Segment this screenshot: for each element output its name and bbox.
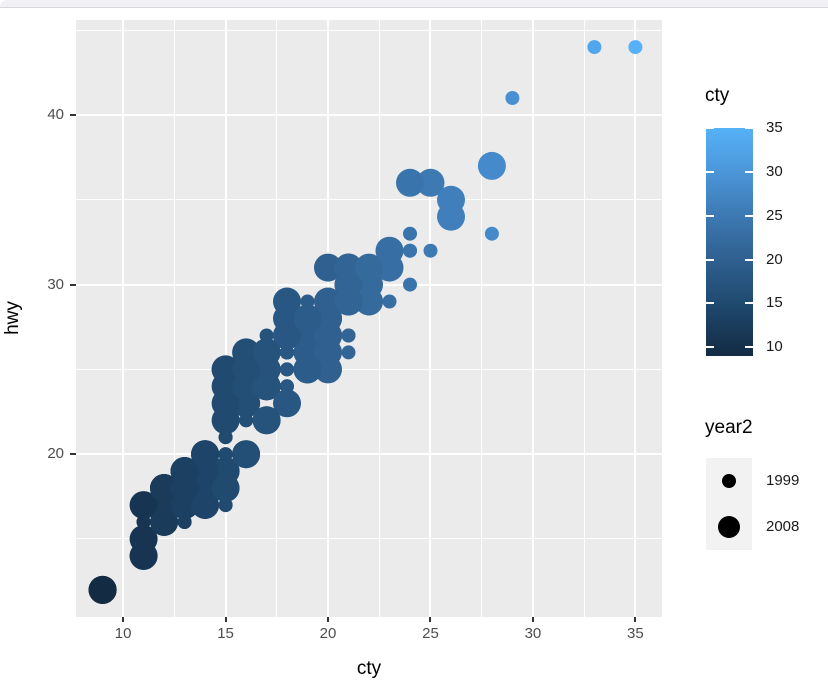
x-axis-title: cty xyxy=(356,658,382,679)
gridline-major-vertical xyxy=(122,20,125,617)
gridline-major-vertical xyxy=(634,20,637,617)
colorbar-title: cty xyxy=(705,85,730,106)
gridline-major-vertical xyxy=(327,20,330,617)
gridline-major-vertical xyxy=(429,20,432,617)
gridline-major-vertical xyxy=(531,20,534,617)
gridline-minor-vertical xyxy=(583,20,585,617)
window-top-strip xyxy=(0,0,828,8)
colorbar-tick-left xyxy=(706,127,714,129)
gridline-minor-vertical xyxy=(378,20,380,617)
colorbar-tick-left xyxy=(706,214,714,217)
size-legend-title: year2 xyxy=(705,417,753,438)
gridline-major-horizontal xyxy=(76,453,662,456)
x-axis-tick xyxy=(224,617,227,622)
colorbar-tick-label: 35 xyxy=(766,119,783,136)
x-axis-tick xyxy=(327,617,330,622)
gridline-major-horizontal xyxy=(76,283,662,286)
size-legend-label-1999: 1999 xyxy=(766,472,800,489)
x-axis-tick-label: 15 xyxy=(217,625,234,642)
colorbar-tick-right xyxy=(745,258,753,261)
y-axis-tick xyxy=(70,113,76,116)
gridline-major-vertical xyxy=(224,20,227,617)
x-axis-tick-label: 35 xyxy=(627,625,644,642)
x-axis-tick-label: 20 xyxy=(319,625,337,642)
colorbar-tick-label: 25 xyxy=(766,206,783,224)
size-legend-label-2008: 2008 xyxy=(766,518,800,535)
colorbar-tick-right xyxy=(745,302,753,305)
y-axis-tick-label: 40 xyxy=(47,105,64,123)
colorbar-tick-left xyxy=(706,302,714,305)
size-legend-dot-1999 xyxy=(722,474,736,488)
colorbar-tick-left xyxy=(706,170,714,173)
x-axis-tick-label: 25 xyxy=(422,625,439,642)
colorbar-tick-label: 20 xyxy=(766,250,783,268)
gridline-minor-horizontal xyxy=(76,199,662,201)
gridline-minor-vertical xyxy=(276,20,278,617)
gridline-minor-horizontal xyxy=(76,368,662,370)
colorbar-tick-right xyxy=(745,127,753,129)
colorbar-tick-label: 10 xyxy=(766,338,783,356)
y-axis-tick xyxy=(70,283,76,286)
x-axis-tick-label: 10 xyxy=(114,625,132,642)
colorbar-tick-label: 30 xyxy=(766,162,783,180)
x-axis-tick xyxy=(531,617,534,622)
colorbar xyxy=(706,128,753,356)
colorbar-tick-left xyxy=(706,346,714,349)
x-axis-tick xyxy=(122,617,125,622)
plot-panel xyxy=(76,20,662,617)
colorbar-tick-label: 15 xyxy=(766,294,783,312)
gridline-minor-horizontal xyxy=(76,538,662,540)
colorbar-tick-left xyxy=(706,258,714,261)
colorbar-tick-right xyxy=(745,170,753,173)
gridline-minor-horizontal xyxy=(76,29,662,31)
gridline-minor-vertical xyxy=(173,20,175,617)
x-axis-tick xyxy=(429,617,432,622)
y-axis-tick-label: 20 xyxy=(47,445,64,463)
gridline-minor-vertical xyxy=(481,20,483,617)
x-axis-tick-label: 30 xyxy=(524,625,542,642)
gridline-major-horizontal xyxy=(76,113,662,116)
size-legend-dot-2008 xyxy=(718,516,740,538)
colorbar-tick-right xyxy=(745,214,753,217)
y-axis-tick xyxy=(70,453,76,456)
y-axis-title: hwy xyxy=(2,301,23,335)
colorbar-tick-right xyxy=(745,346,753,349)
y-axis-tick-label: 30 xyxy=(47,275,64,293)
x-axis-tick xyxy=(634,617,637,622)
